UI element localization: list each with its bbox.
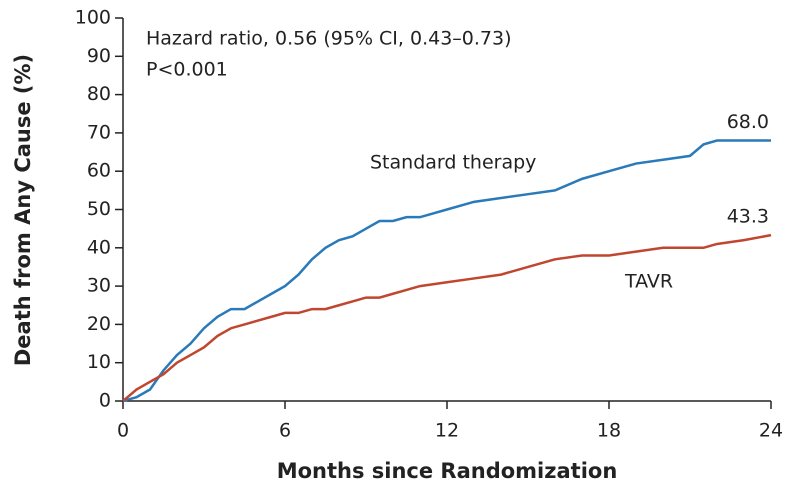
y-tick-label: 80 — [87, 83, 111, 105]
data-label: 68.0 — [727, 111, 769, 133]
survival-line — [122, 139, 771, 403]
x-tick-label: 0 — [117, 420, 129, 442]
annotation: P<0.001 — [146, 59, 228, 81]
x-tick-label: 24 — [759, 420, 783, 442]
series-label: TAVR — [624, 271, 673, 293]
y-tick-label: 0 — [99, 390, 111, 412]
survival-line — [122, 233, 772, 402]
series-label: Standard therapy — [370, 152, 536, 174]
data-label: 43.3 — [727, 206, 769, 228]
y-tick-label: 90 — [87, 45, 111, 67]
x-tick-label: 6 — [279, 420, 291, 442]
y-tick-label: 30 — [87, 275, 111, 297]
x-tick-label: 12 — [435, 420, 459, 442]
x-tick-label: 18 — [597, 420, 621, 442]
y-tick-label: 70 — [87, 121, 111, 143]
y-tick-label: 50 — [87, 198, 111, 220]
y-axis-title: Death from Any Cause (%) — [11, 54, 35, 366]
y-tick-label: 60 — [87, 160, 111, 182]
y-tick-label: 10 — [87, 351, 111, 373]
annotation: Hazard ratio, 0.56 (95% CI, 0.43–0.73) — [146, 28, 512, 50]
y-tick-label: 40 — [87, 236, 111, 258]
y-tick-label: 20 — [87, 313, 111, 335]
x-axis-title: Months since Randomization — [277, 459, 618, 483]
y-tick-label: 100 — [75, 7, 111, 29]
